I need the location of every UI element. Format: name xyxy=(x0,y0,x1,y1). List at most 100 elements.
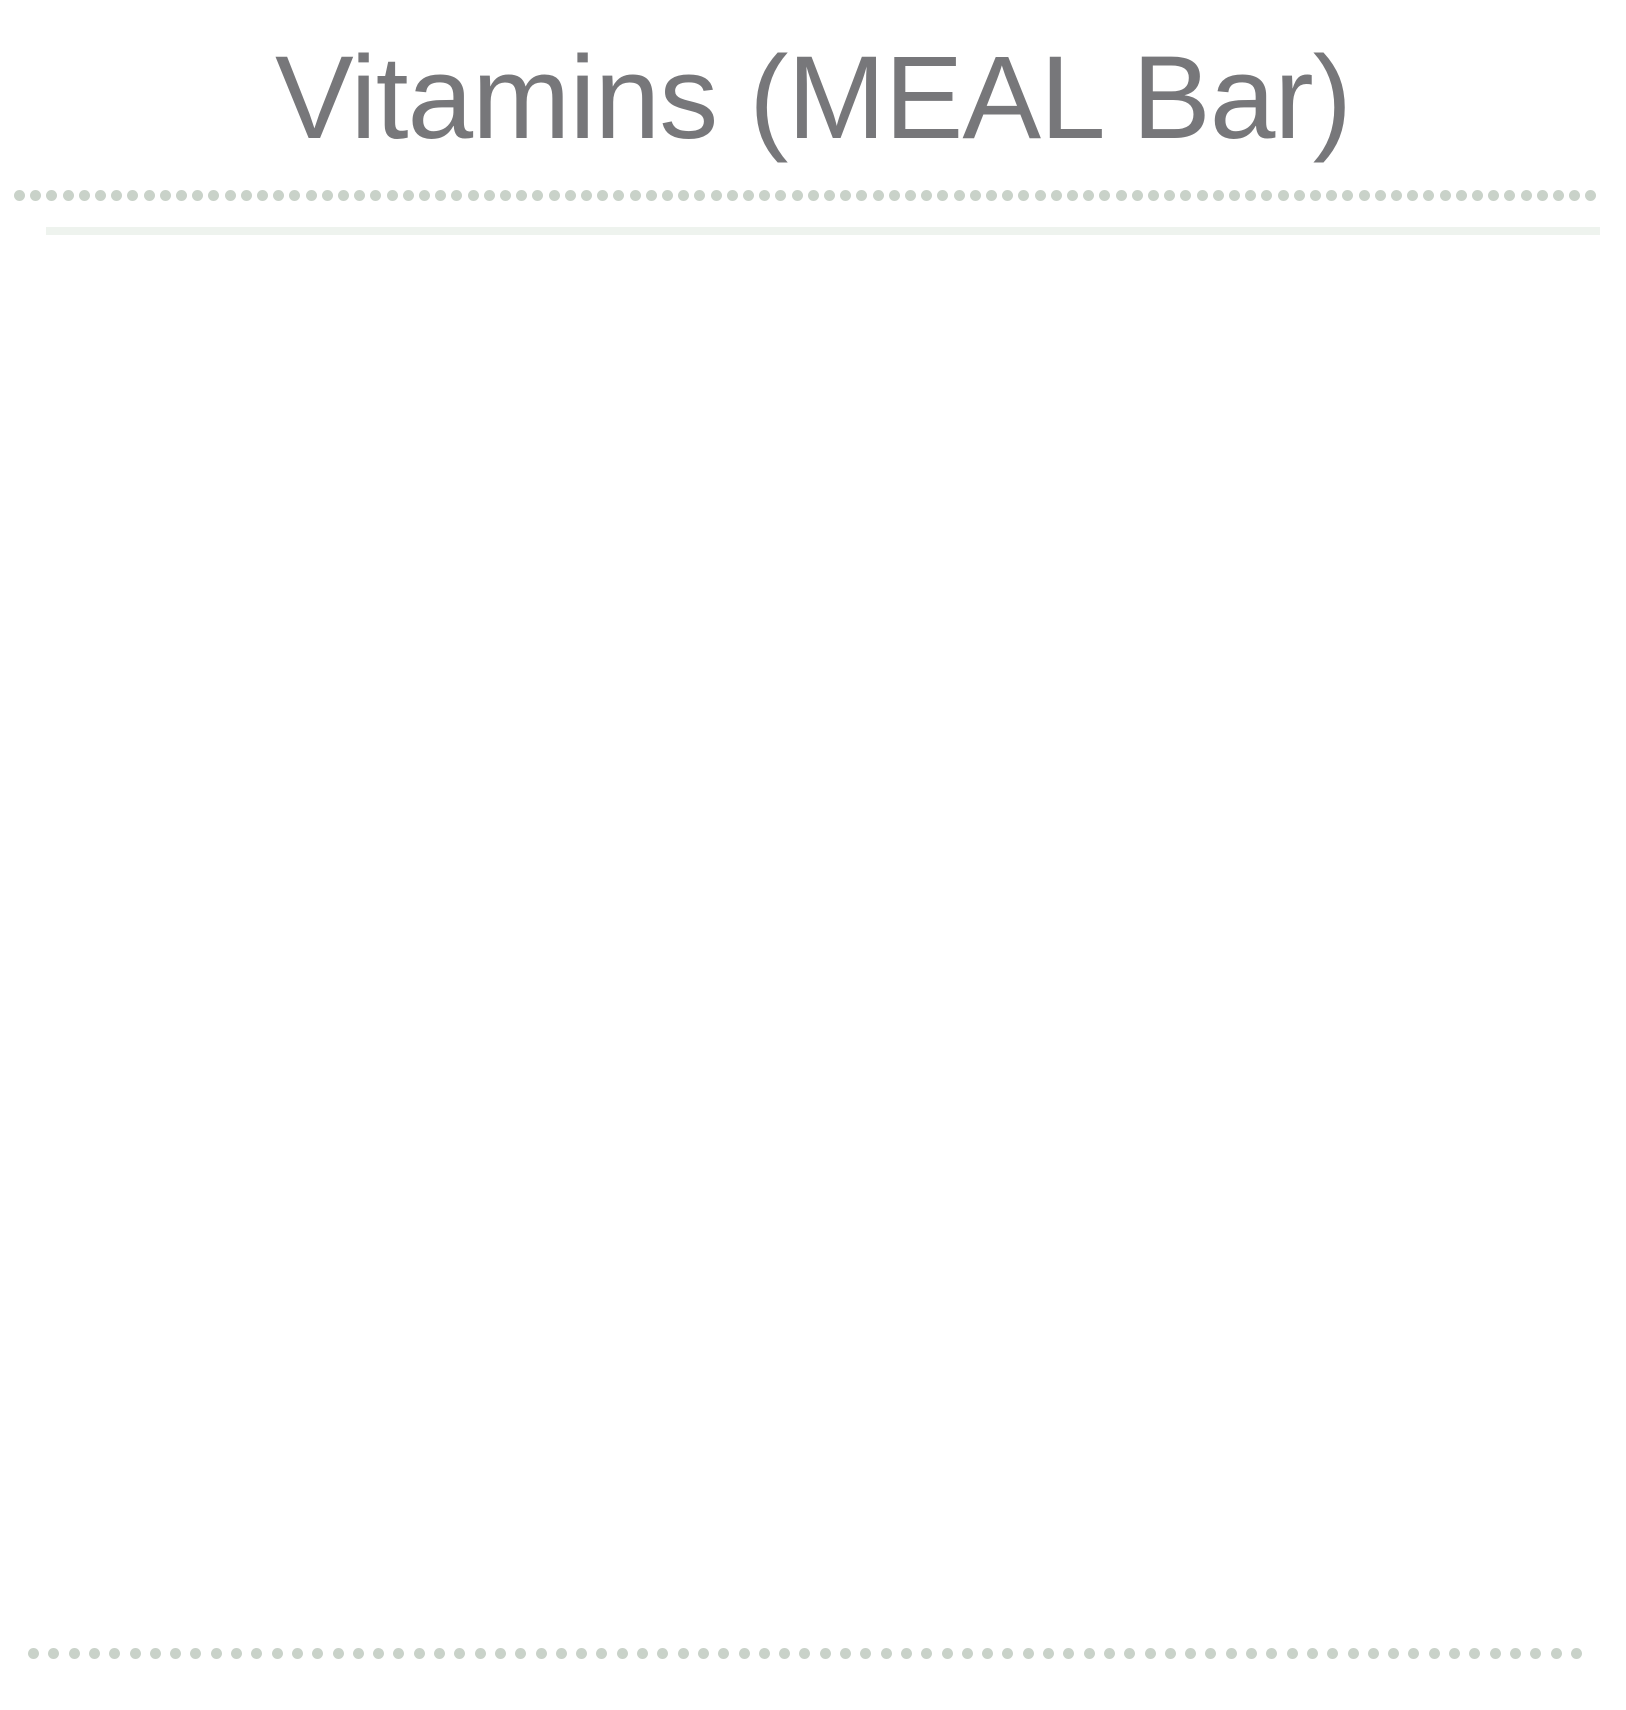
divider-dot xyxy=(1310,190,1321,201)
divider-dot xyxy=(629,190,641,201)
divider-dot xyxy=(483,190,495,201)
divider-dot xyxy=(548,190,560,201)
divider-dot xyxy=(1164,190,1176,201)
divider-dot xyxy=(779,1648,791,1659)
divider-dot xyxy=(291,1648,303,1659)
divider-dot xyxy=(616,1648,628,1659)
divider-dot xyxy=(718,1648,730,1659)
divider-dot xyxy=(170,1648,182,1659)
divider-dot xyxy=(941,1648,953,1659)
vitamins-table xyxy=(46,227,1600,235)
divider-dot xyxy=(1164,1648,1176,1659)
divider-dot xyxy=(1327,1648,1339,1659)
divider-dot xyxy=(352,1648,364,1659)
divider-dot xyxy=(1099,190,1111,201)
divider-dot xyxy=(1115,190,1127,201)
divider-dot xyxy=(338,190,349,201)
page-title-container: Vitamins (MEAL Bar) xyxy=(0,34,1626,162)
divider-dot xyxy=(961,1648,973,1659)
divider-dot xyxy=(111,190,123,201)
divider-dot xyxy=(1185,1648,1197,1659)
divider-dot xyxy=(759,190,771,201)
divider-dot xyxy=(190,1648,202,1659)
divider-dot xyxy=(1536,190,1548,201)
divider-dot xyxy=(743,190,754,201)
divider-dot xyxy=(969,190,981,201)
divider-dot xyxy=(208,190,220,201)
divider-dot xyxy=(159,190,171,201)
divider-dot xyxy=(1489,1648,1501,1659)
divider-dot xyxy=(872,190,884,201)
divider-dot xyxy=(791,190,803,201)
divider-dot xyxy=(1306,1648,1318,1659)
divider-dot xyxy=(1205,1648,1217,1659)
divider-dot xyxy=(386,190,398,201)
divider-dot xyxy=(1553,190,1564,201)
divider-dot xyxy=(494,1648,506,1659)
divider-dot xyxy=(860,1648,872,1659)
divider-dot xyxy=(143,190,155,201)
divider-dot xyxy=(1469,1648,1481,1659)
divider-dot xyxy=(710,190,722,201)
divider-dot xyxy=(515,1648,527,1659)
divider-dot xyxy=(726,190,738,201)
divider-dot xyxy=(856,190,868,201)
divider-dot xyxy=(46,190,58,201)
divider-dot xyxy=(1124,1648,1136,1659)
divider-dot xyxy=(1063,1648,1075,1659)
divider-dot xyxy=(1326,190,1338,201)
divider-dot xyxy=(419,190,430,201)
bottom-dotted-divider xyxy=(28,1648,1608,1662)
divider-dot xyxy=(1428,1648,1440,1659)
divider-dot xyxy=(576,1648,588,1659)
divider-dot xyxy=(88,1648,100,1659)
divider-dot xyxy=(1002,1648,1014,1659)
divider-dot xyxy=(1550,1648,1562,1659)
divider-dot xyxy=(1131,190,1143,201)
divider-dot xyxy=(645,190,657,201)
divider-dot xyxy=(986,190,997,201)
divider-dot xyxy=(1342,190,1354,201)
divider-dot xyxy=(129,1648,141,1659)
divider-dot xyxy=(224,190,236,201)
divider-dot xyxy=(1504,190,1516,201)
divider-dot xyxy=(637,1648,648,1659)
divider-dot xyxy=(28,1648,39,1659)
divider-dot xyxy=(900,1648,912,1659)
divider-dot xyxy=(321,190,333,201)
divider-dot xyxy=(824,190,835,201)
divider-dot xyxy=(597,190,609,201)
divider-dot xyxy=(149,1648,161,1659)
divider-dot xyxy=(657,1648,669,1659)
divider-dot xyxy=(1103,1648,1115,1659)
divider-dot xyxy=(555,1648,567,1659)
divider-dot xyxy=(532,190,544,201)
divider-dot xyxy=(30,190,42,201)
divider-dot xyxy=(953,190,965,201)
divider-dot xyxy=(402,190,414,201)
divider-dot xyxy=(109,1648,121,1659)
divider-dot xyxy=(474,1648,486,1659)
divider-dot xyxy=(1293,190,1305,201)
divider-dot xyxy=(1488,190,1500,201)
divider-dot xyxy=(273,190,285,201)
divider-dot xyxy=(1266,1648,1278,1659)
divider-dot xyxy=(435,190,447,201)
divider-dot xyxy=(1407,190,1419,201)
divider-dot xyxy=(14,190,25,201)
divider-dot xyxy=(1034,190,1046,201)
divider-dot xyxy=(982,1648,994,1659)
divider-dot xyxy=(1225,1648,1237,1659)
divider-dot xyxy=(1246,1648,1257,1659)
divider-dot xyxy=(758,1648,770,1659)
divider-dot xyxy=(613,190,625,201)
divider-dot xyxy=(888,190,900,201)
divider-dot xyxy=(451,190,463,201)
divider-dot xyxy=(1455,190,1467,201)
divider-dot xyxy=(48,1648,60,1659)
divider-dot xyxy=(1083,1648,1095,1659)
divider-dot xyxy=(678,190,690,201)
divider-dot xyxy=(467,190,479,201)
divider-dot xyxy=(78,190,90,201)
